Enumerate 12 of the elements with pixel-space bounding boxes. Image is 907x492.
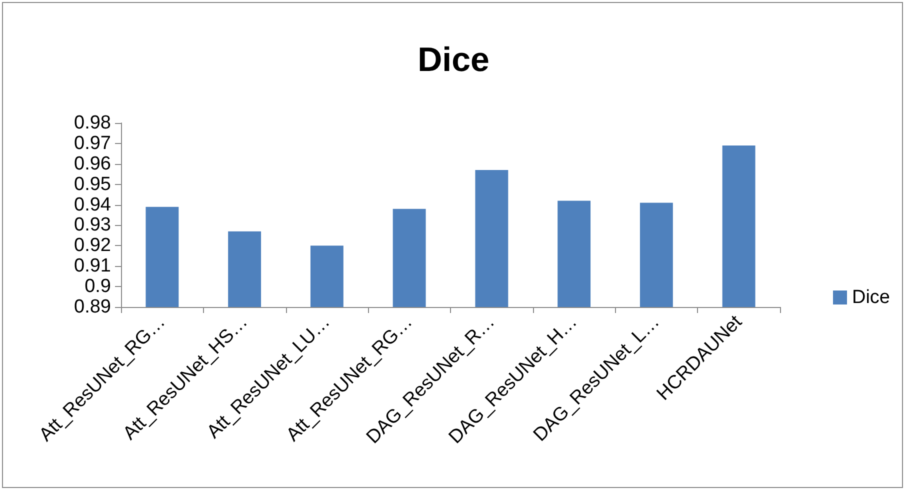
y-tick-label: 0.96 — [74, 153, 111, 174]
legend-label: Dice — [852, 287, 890, 308]
y-tick-label: 0.92 — [74, 235, 111, 256]
y-tick-label: 0.93 — [74, 214, 111, 236]
y-tick-label: 0.9 — [84, 276, 111, 298]
y-tick-label: 0.89 — [74, 296, 111, 318]
y-tick-label: 0.94 — [74, 194, 112, 216]
y-tick-label: 0.98 — [74, 112, 111, 134]
y-tick-label: 0.91 — [74, 256, 111, 277]
y-tick-label: 0.97 — [74, 132, 111, 154]
y-tick-label: 0.95 — [74, 174, 111, 195]
chart-title: Dice — [418, 41, 490, 79]
